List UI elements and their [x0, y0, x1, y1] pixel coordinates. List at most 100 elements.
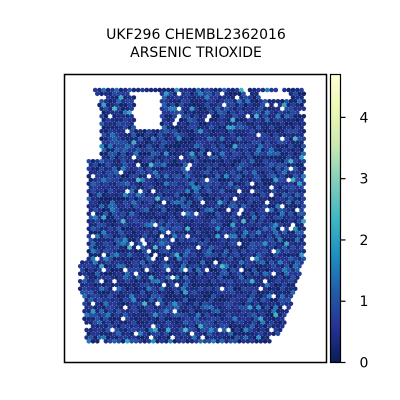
- spot: [176, 181, 182, 187]
- spot: [219, 106, 225, 112]
- spot: [170, 95, 175, 100]
- spot: [155, 189, 160, 194]
- spot: [86, 286, 92, 292]
- spot: [295, 222, 300, 228]
- spot: [194, 159, 199, 164]
- spot: [260, 155, 266, 160]
- spot: [247, 237, 253, 243]
- spot: [187, 312, 193, 318]
- spot: [280, 241, 285, 247]
- spot: [118, 155, 124, 160]
- spot: [264, 327, 270, 333]
- spot: [275, 174, 281, 179]
- spot: [131, 320, 137, 325]
- spot: [178, 95, 184, 100]
- spot: [258, 99, 264, 104]
- spot: [200, 110, 205, 115]
- spot: [295, 162, 300, 168]
- spot: [107, 211, 113, 217]
- spot: [116, 324, 122, 329]
- spot: [198, 189, 203, 194]
- spot: [151, 271, 156, 277]
- spot: [273, 245, 279, 250]
- spot: [105, 177, 111, 183]
- spot: [174, 297, 180, 303]
- spot: [138, 316, 143, 322]
- spot: [290, 207, 296, 213]
- spot: [151, 339, 156, 344]
- spot: [232, 331, 238, 337]
- spot: [232, 324, 238, 329]
- spot: [174, 267, 180, 273]
- spot: [194, 234, 199, 239]
- spot: [277, 102, 283, 108]
- spot: [168, 249, 173, 254]
- spot: [187, 185, 193, 190]
- spot: [297, 204, 302, 209]
- spot: [277, 320, 283, 325]
- spot: [254, 286, 259, 292]
- spot: [183, 162, 188, 168]
- spot: [120, 196, 126, 202]
- spot: [133, 279, 139, 284]
- spot: [101, 297, 107, 303]
- spot: [213, 170, 218, 175]
- spot: [200, 87, 205, 93]
- spot: [206, 279, 212, 284]
- spot: [101, 260, 107, 265]
- spot: [135, 177, 141, 183]
- spot: [127, 222, 132, 228]
- spot: [245, 271, 251, 277]
- spot: [295, 102, 300, 108]
- spot: [224, 309, 229, 314]
- spot: [271, 99, 277, 104]
- spot: [284, 114, 289, 119]
- spot: [200, 252, 205, 258]
- spot: [191, 177, 197, 183]
- spot: [189, 129, 195, 134]
- spot: [282, 155, 287, 160]
- spot: [189, 324, 195, 329]
- spot: [123, 147, 128, 153]
- spot: [148, 87, 154, 93]
- spot: [174, 290, 180, 295]
- spot: [301, 226, 307, 232]
- spot: [110, 102, 115, 108]
- spot: [264, 185, 270, 190]
- spot: [258, 234, 264, 239]
- spot: [166, 110, 171, 115]
- spot: [254, 144, 259, 149]
- spot: [221, 305, 227, 310]
- spot: [297, 114, 302, 119]
- spot: [194, 241, 199, 247]
- spot: [95, 316, 100, 322]
- spot: [262, 256, 268, 262]
- spot: [221, 335, 227, 340]
- spot: [295, 215, 300, 220]
- spot: [116, 331, 122, 337]
- spot: [161, 320, 167, 325]
- spot: [275, 324, 281, 329]
- spot: [290, 282, 296, 288]
- spot: [118, 245, 124, 250]
- spot: [110, 95, 115, 100]
- spot: [258, 219, 264, 224]
- spot: [202, 211, 208, 217]
- spot: [172, 211, 178, 217]
- spot: [196, 312, 201, 318]
- spot: [168, 219, 173, 224]
- spot: [133, 159, 139, 164]
- spot: [118, 312, 124, 318]
- spot: [252, 252, 257, 258]
- spot: [245, 129, 251, 134]
- spot: [174, 245, 180, 250]
- colorbar-tick-label: 4: [360, 110, 369, 126]
- spot: [224, 226, 229, 232]
- spot: [209, 117, 214, 123]
- spot: [181, 339, 186, 344]
- spot: [170, 140, 175, 145]
- spot: [129, 226, 134, 232]
- spot: [112, 249, 117, 254]
- spot: [144, 230, 150, 235]
- spot: [239, 252, 244, 258]
